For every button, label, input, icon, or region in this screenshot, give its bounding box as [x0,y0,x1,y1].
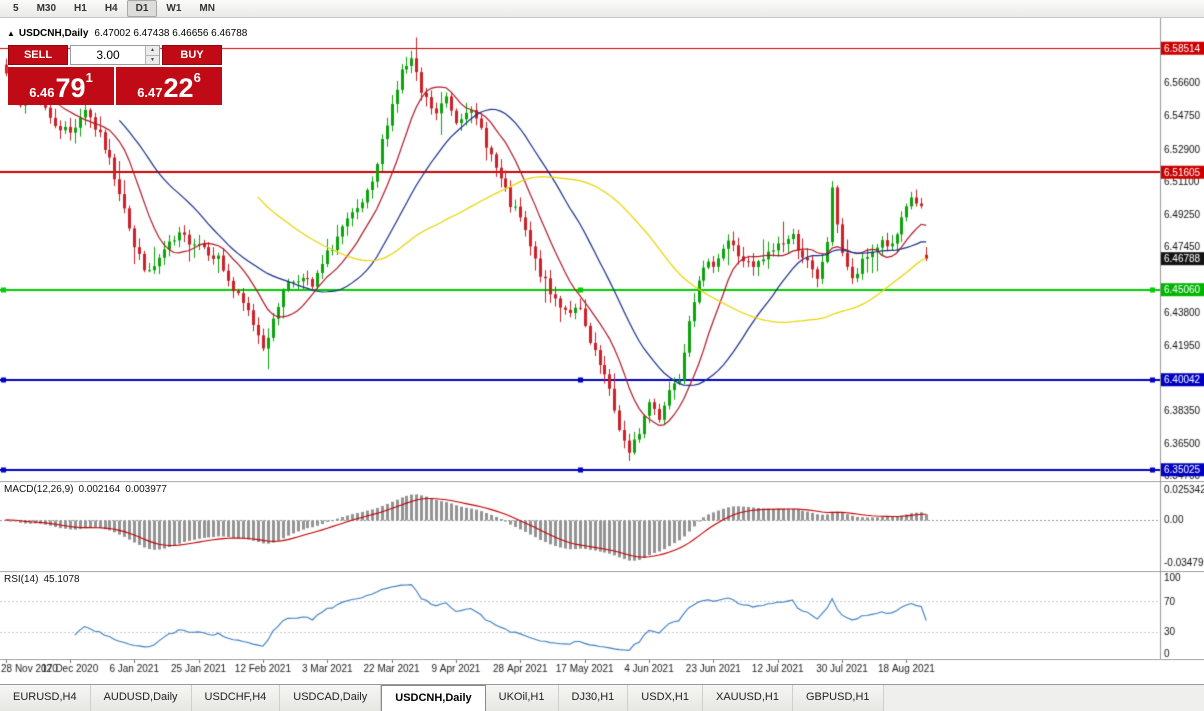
rsi-pane-canvas[interactable] [0,571,1204,659]
date-axis-canvas[interactable] [0,659,1204,675]
tab-gap [0,675,1204,684]
buy-price-display[interactable]: 6.47 22 6 [116,67,222,105]
buy-price-point: 6 [193,70,201,85]
timeframe-button-mn[interactable]: MN [199,3,215,14]
chart-tab-dj30-h1[interactable]: DJ30,H1 [558,685,629,711]
macd-pane-canvas[interactable] [0,481,1204,571]
sell-price-figure: 6.46 [29,85,55,100]
chart-tab-usdx-h1[interactable]: USDX,H1 [628,685,703,711]
sell-button[interactable]: SELL [8,45,68,65]
volume-stepper: ▲ ▼ [70,45,160,65]
timeframe-button-h4[interactable]: H4 [104,3,118,14]
chart-header: ▲ USDCNH,Daily 6.47002 6.47438 6.46656 6.4… [7,28,247,39]
chart-tab-xauusd-h1[interactable]: XAUUSD,H1 [702,685,793,711]
chart-tab-eurusd-h4[interactable]: EURUSD,H4 [0,685,91,711]
spin-down-icon: ▼ [150,56,155,63]
buy-button[interactable]: BUY [162,45,222,65]
macd-value-2: 0.003977 [125,484,167,495]
timeframe-button-5[interactable]: 5 [13,3,19,14]
timeframe-button-w1[interactable]: W1 [166,3,182,14]
chart-tab-gbpusd-h1[interactable]: GBPUSD,H1 [792,685,884,711]
macd-name: MACD(12,26,9) [4,484,74,495]
bottom-tab-bar: EURUSD,H4 AUDUSD,Daily USDCHF,H4 USDCAD,Dai… [0,684,1204,711]
spin-up-icon: ▲ [150,47,155,53]
timeframe-toolbar: 5 M30 H1 H4 D1 W1 MN [0,0,1204,18]
macd-value-1: 0.002164 [78,484,121,495]
rsi-label: RSI(14) 45.1078 [4,574,85,585]
volume-spin-buttons: ▲ ▼ [145,46,159,64]
volume-input[interactable] [71,46,145,64]
sell-price-display[interactable]: 6.46 79 1 [8,67,114,105]
sell-price-pips: 79 [55,73,86,103]
trade-panel-toggle-icon[interactable]: ▲ [7,29,15,38]
chart-window: ▲ USDCNH,Daily 6.47002 6.47438 6.46656 6.4… [0,18,1204,675]
chart-tab-ukoil-h1[interactable]: UKOil,H1 [485,685,559,711]
timeframe-button-d1[interactable]: D1 [126,0,158,17]
rsi-name: RSI(14) [4,574,39,585]
chart-tab-usdcad-daily[interactable]: USDCAD,Daily [280,685,382,711]
chart-tab-usdchf-h4[interactable]: USDCHF,H4 [191,685,281,711]
timeframe-button-m30[interactable]: M30 [36,3,57,14]
volume-up-button[interactable]: ▲ [146,46,159,56]
volume-down-button[interactable]: ▼ [146,55,159,64]
timeframe-button-h1[interactable]: H1 [74,3,87,14]
ohlc-readout: 6.47002 6.47438 6.46656 6.46788 [94,28,248,39]
chart-tab-usdcnh-daily[interactable]: USDCNH,Daily [381,685,486,711]
buy-price-pips: 22 [163,73,194,103]
sell-price-point: 1 [85,70,93,85]
symbol-period-label: USDCNH,Daily [18,28,89,39]
buy-price-figure: 6.47 [137,85,163,100]
chart-tab-audusd-daily[interactable]: AUDUSD,Daily [90,685,192,711]
rsi-value: 45.1078 [43,574,80,585]
macd-label: MACD(12,26,9) 0.002164 0.003977 [4,484,172,495]
